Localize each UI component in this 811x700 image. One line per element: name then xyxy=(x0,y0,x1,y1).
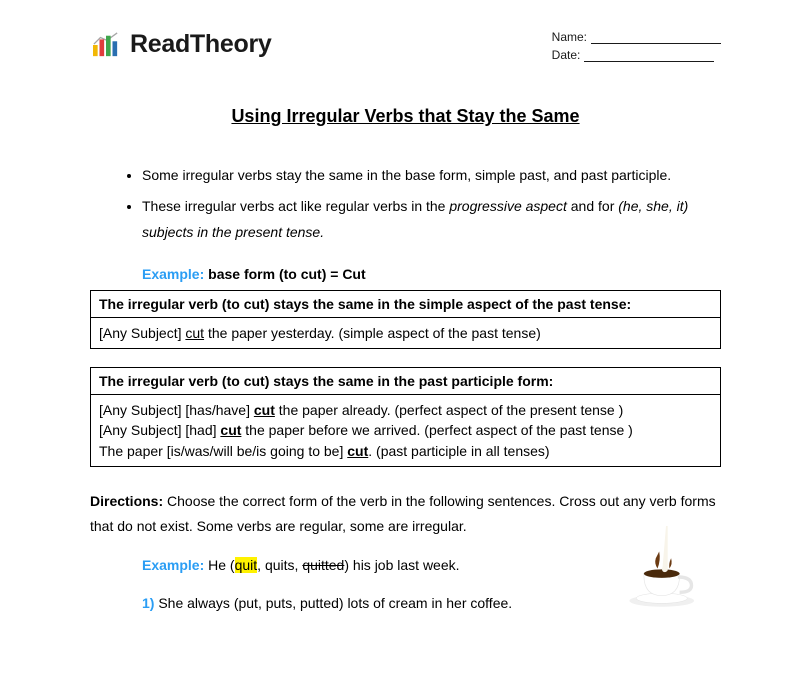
example2-label: Example: xyxy=(142,557,204,573)
example2-strike: quitted xyxy=(302,557,344,573)
coffee-cup-icon xyxy=(621,526,711,611)
example2-prefix: He ( xyxy=(204,557,234,573)
example1-text: base form (to cut) = Cut xyxy=(208,266,366,282)
header-row: ReadTheory Name: Date: xyxy=(90,30,721,66)
example2-mid: , quits, xyxy=(257,557,302,573)
example2-highlight: quit xyxy=(235,557,258,573)
box2-body: [Any Subject] [has/have] cut the paper a… xyxy=(91,395,720,466)
box-simple-past: The irregular verb (to cut) stays the sa… xyxy=(90,290,721,349)
name-input-line[interactable] xyxy=(591,30,721,44)
bullet-item: These irregular verbs act like regular v… xyxy=(142,193,721,246)
date-input-line[interactable] xyxy=(584,48,714,62)
box1-body: [Any Subject] cut the paper yesterday. (… xyxy=(91,318,720,348)
example2-suffix: ) his job last week. xyxy=(344,557,459,573)
name-field-row: Name: xyxy=(552,30,721,44)
example1-line: Example: base form (to cut) = Cut xyxy=(142,266,721,282)
date-field-row: Date: xyxy=(552,48,721,62)
q1-number: 1) xyxy=(142,595,154,611)
date-label: Date: xyxy=(552,48,581,62)
q1-text: She always (put, puts, putted) lots of c… xyxy=(154,595,512,611)
directions-label: Directions: xyxy=(90,493,163,509)
name-label: Name: xyxy=(552,30,587,44)
box1-header: The irregular verb (to cut) stays the sa… xyxy=(91,291,720,318)
name-date-block: Name: Date: xyxy=(552,30,721,66)
logo-bars-icon xyxy=(90,32,122,58)
intro-bullets: Some irregular verbs stay the same in th… xyxy=(90,162,721,246)
logo-block: ReadTheory xyxy=(90,30,271,59)
page-title: Using Irregular Verbs that Stay the Same xyxy=(90,106,721,127)
box2-header: The irregular verb (to cut) stays the sa… xyxy=(91,368,720,395)
brand-name: ReadTheory xyxy=(130,30,271,59)
example-label: Example: xyxy=(142,266,204,282)
worksheet-page: ReadTheory Name: Date: Using Irregular V… xyxy=(0,0,811,611)
box-past-participle: The irregular verb (to cut) stays the sa… xyxy=(90,367,721,467)
bullet-item: Some irregular verbs stay the same in th… xyxy=(142,162,721,189)
